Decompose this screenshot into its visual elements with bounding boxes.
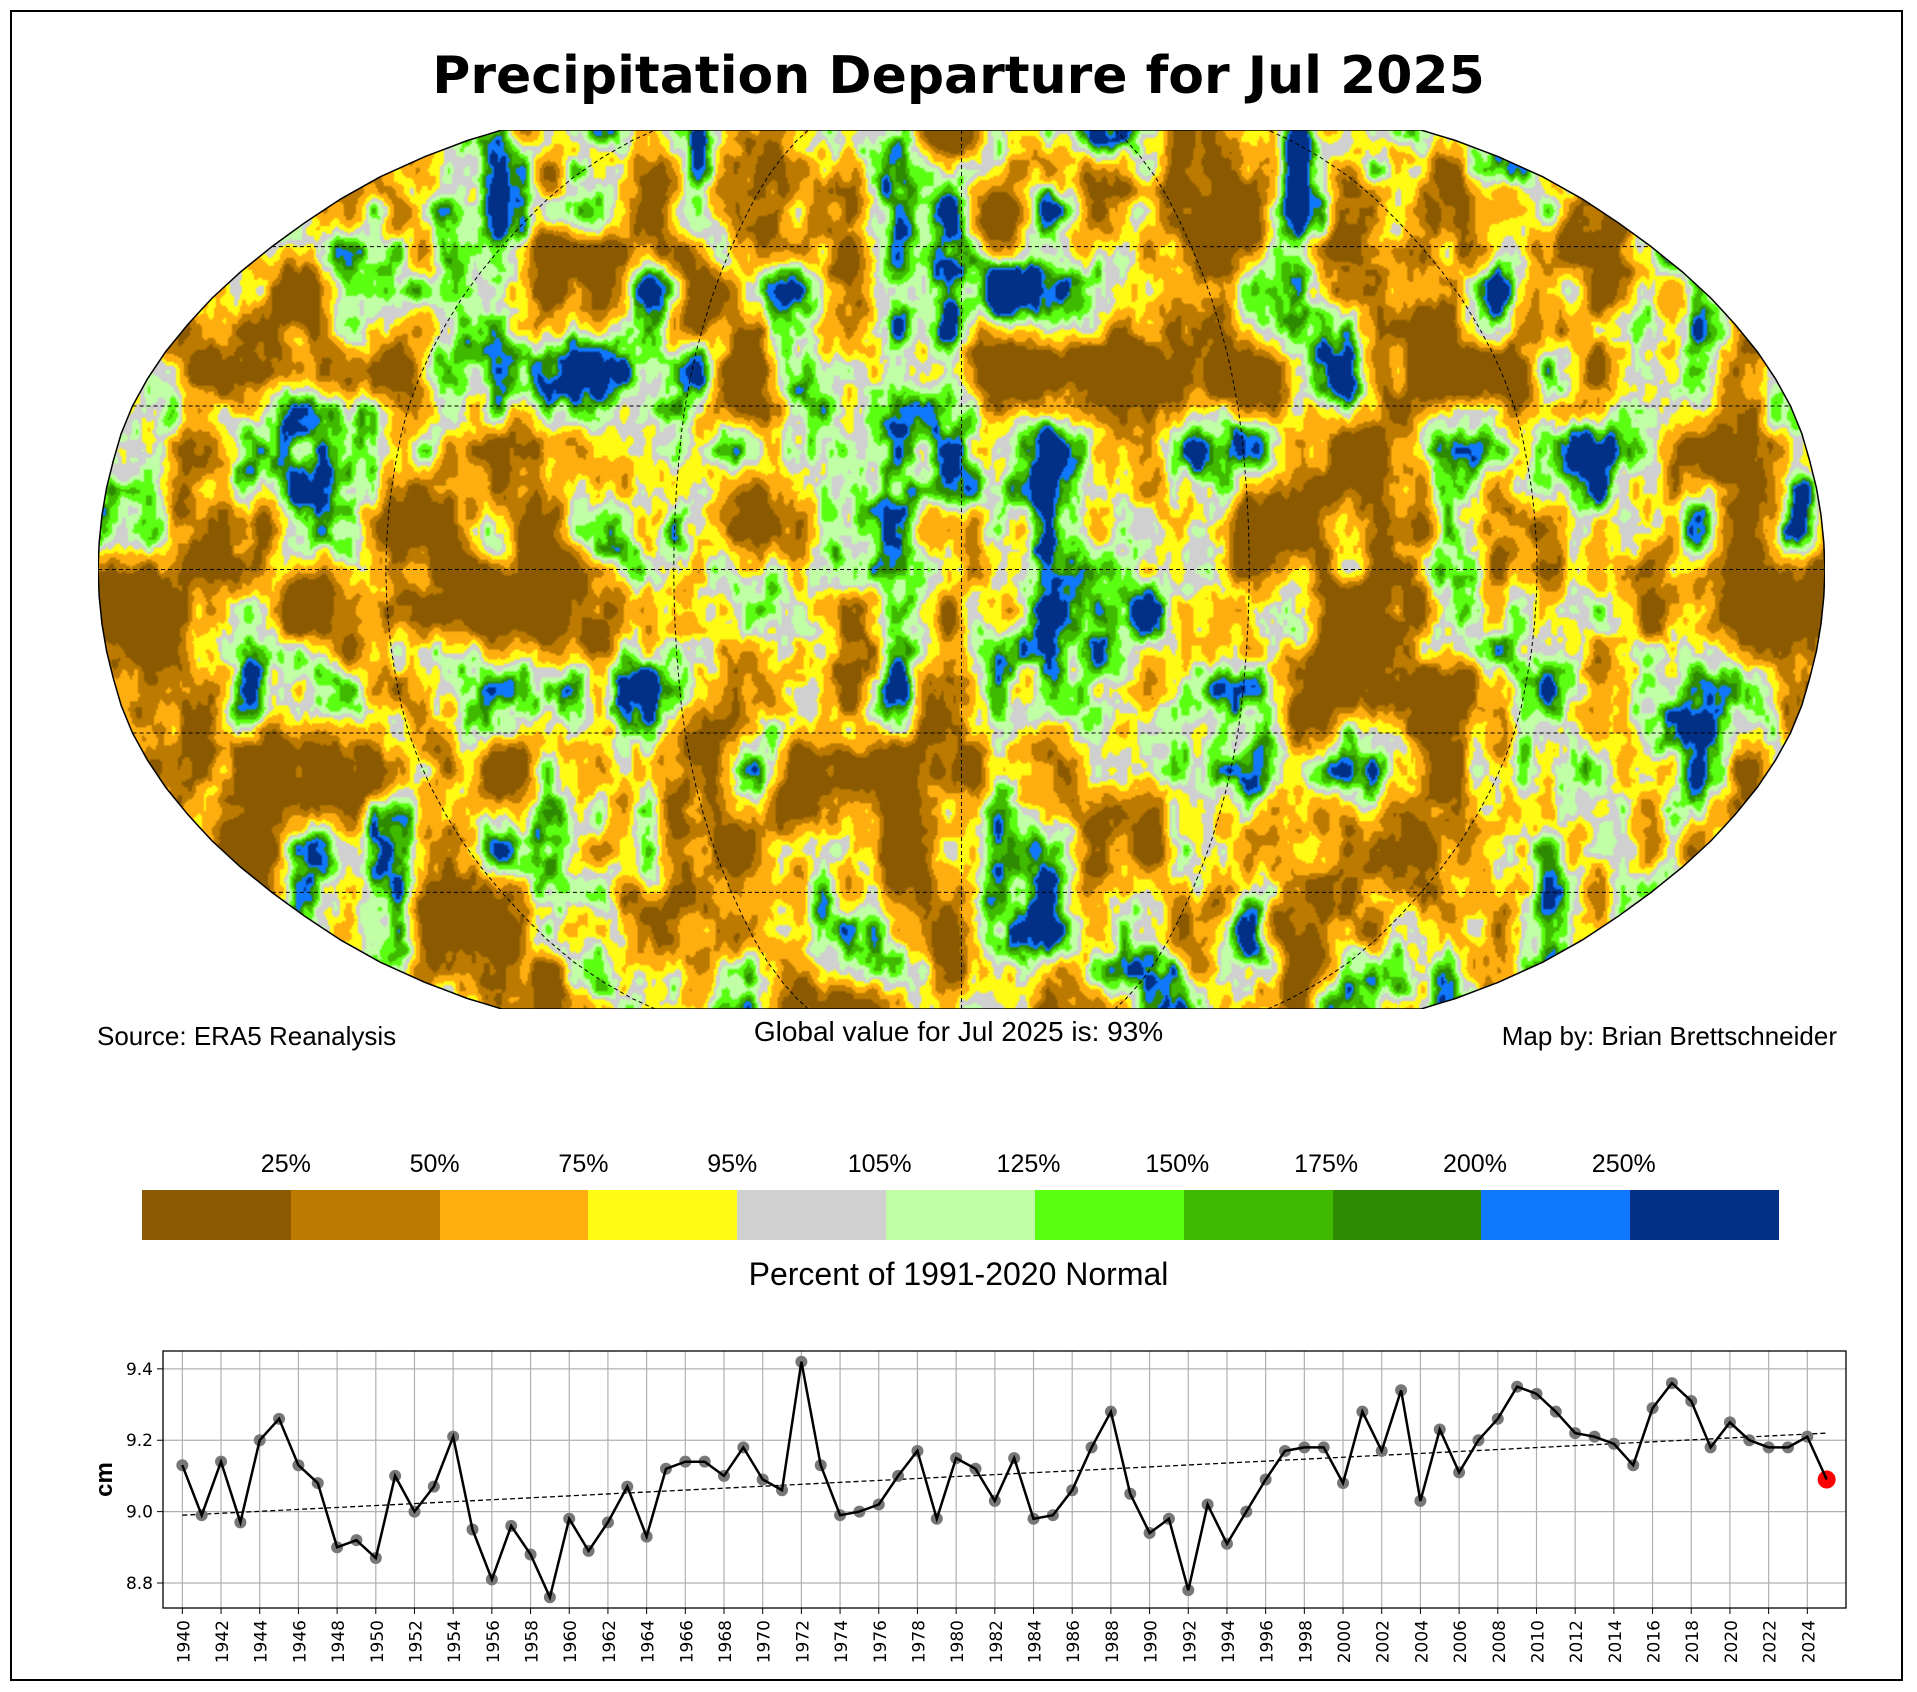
source-text: Source: ERA5 Reanalysis [97, 1021, 397, 1051]
x-tick-label: 1994 [1219, 1620, 1239, 1663]
x-tick-label: 2012 [1567, 1620, 1587, 1663]
series-line [181, 1361, 1828, 1602]
colorbar-label: 95% [707, 1150, 758, 1178]
global-value-text: Global value for Jul 2025 is: 93% [753, 1016, 1164, 1047]
y-tick-label: 9.0 [126, 1503, 153, 1523]
x-tick-label: 1952 [406, 1620, 426, 1663]
x-tick-label: 2024 [1799, 1620, 1819, 1663]
colorbar-swatch [439, 1190, 589, 1240]
x-tick-label: 2020 [1722, 1620, 1742, 1663]
trend-line [182, 1432, 1827, 1516]
longitude-line [1267, 130, 1538, 1009]
x-tick-label: 1976 [871, 1620, 891, 1663]
colorbar-label: 200% [1442, 1150, 1507, 1178]
y-tick-label: 8.8 [126, 1574, 153, 1594]
y-tick-label: 9.2 [126, 1431, 153, 1451]
colorbar-label: 105% [847, 1150, 912, 1178]
colorbar [142, 1190, 1779, 1240]
x-tick-label: 1950 [368, 1620, 388, 1663]
x-tick-label: 1964 [639, 1620, 659, 1663]
colorbar-swatch [1481, 1190, 1631, 1240]
colorbar-label: 175% [1294, 1150, 1359, 1178]
x-tick-label: 1972 [793, 1620, 813, 1663]
y-axis-label: cm [91, 1462, 118, 1497]
x-tick-label: 1992 [1180, 1620, 1200, 1663]
map-boundary [98, 130, 1825, 1009]
map-graticule [98, 130, 1825, 1009]
x-tick-label: 1960 [561, 1620, 581, 1663]
x-tick-label: 1974 [832, 1620, 852, 1663]
x-tick-label: 1946 [290, 1620, 310, 1663]
x-tick-label: 1966 [677, 1620, 697, 1663]
colorbar-label: 150% [1145, 1150, 1210, 1178]
colorbar-title: Percent of 1991-2020 Normal [748, 1256, 1169, 1292]
x-tick-label: 1980 [948, 1620, 968, 1663]
x-tick-label: 2002 [1374, 1620, 1394, 1663]
longitude-line [673, 130, 809, 1009]
longitude-line [1114, 130, 1250, 1009]
x-tick-label: 1988 [1103, 1620, 1123, 1663]
x-tick-label: 2000 [1335, 1620, 1355, 1663]
x-tick-label: 1996 [1258, 1620, 1278, 1663]
y-tick-label: 9.4 [126, 1360, 153, 1380]
x-tick-label: 1958 [523, 1620, 543, 1663]
colorbar-swatch [737, 1190, 887, 1240]
x-tick-label: 1962 [600, 1620, 620, 1663]
x-tick-label: 2016 [1645, 1620, 1665, 1663]
x-tick-label: 2022 [1761, 1620, 1781, 1663]
x-tick-label: 2006 [1451, 1620, 1471, 1663]
x-tick-label: 2014 [1606, 1620, 1626, 1663]
x-tick-label: 2004 [1412, 1620, 1432, 1663]
colorbar-label: 25% [260, 1150, 311, 1178]
colorbar-label: 250% [1591, 1150, 1656, 1178]
colorbar-swatch [142, 1190, 291, 1240]
x-tick-label: 2010 [1528, 1620, 1548, 1663]
x-tick-label: 1970 [755, 1620, 775, 1663]
x-tick-label: 1940 [174, 1620, 194, 1663]
x-tick-label: 1998 [1296, 1620, 1316, 1663]
colorbar-swatch [588, 1190, 738, 1240]
colorbar-label: 125% [996, 1150, 1061, 1178]
plot-area [162, 1350, 1847, 1609]
colorbar-swatch [886, 1190, 1035, 1240]
x-tick-label: 2008 [1490, 1620, 1510, 1663]
colorbar-swatch [1332, 1190, 1482, 1240]
precipitation-map [98, 130, 1825, 1009]
x-tick-label: 2018 [1683, 1620, 1703, 1663]
x-tick-label: 1984 [1026, 1620, 1046, 1663]
x-tick-label: 1968 [716, 1620, 736, 1663]
colorbar-label: 75% [558, 1150, 609, 1178]
x-tick-label: 1956 [484, 1620, 504, 1663]
longitude-line [385, 130, 656, 1009]
credit-text: Map by: Brian Brettschneider [1501, 1021, 1837, 1051]
x-tick-label: 1944 [252, 1620, 272, 1663]
figure-frame [10, 10, 1903, 1681]
x-tick-label: 1978 [909, 1620, 929, 1663]
chart-title: Precipitation Departure for Jul 2025 [432, 46, 1485, 106]
x-tick-label: 1986 [1064, 1620, 1084, 1663]
colorbar-label: 50% [409, 1150, 460, 1178]
colorbar-swatch [1034, 1190, 1184, 1240]
x-tick-label: 1948 [329, 1620, 349, 1663]
x-tick-label: 1954 [445, 1620, 465, 1663]
colorbar-swatch [1183, 1190, 1333, 1240]
x-tick-label: 1942 [213, 1620, 233, 1663]
colorbar-swatch [290, 1190, 440, 1240]
colorbar-swatch [1630, 1190, 1779, 1240]
x-tick-label: 1990 [1142, 1620, 1162, 1663]
x-tick-label: 1982 [987, 1620, 1007, 1663]
